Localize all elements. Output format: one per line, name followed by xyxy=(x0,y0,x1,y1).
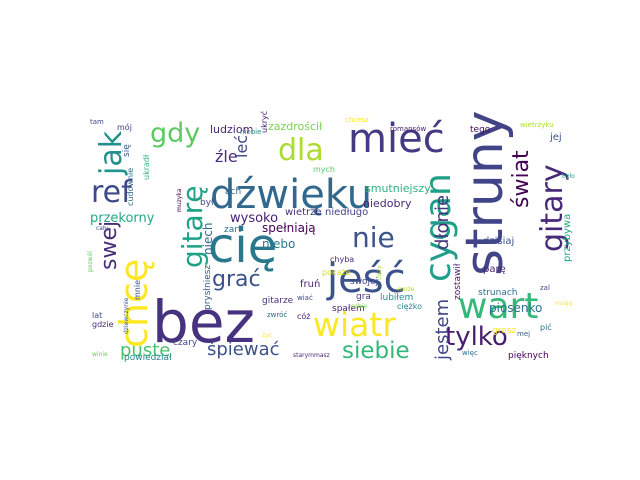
cloud-word: tam xyxy=(90,118,104,126)
cloud-word: dziewczynie xyxy=(123,297,130,334)
cloud-word: wiać xyxy=(297,294,313,302)
cloud-word: mej xyxy=(517,330,530,338)
cloud-word: dłonie xyxy=(432,195,453,250)
cloud-word: muzyka xyxy=(176,188,183,212)
cloud-word: tylko xyxy=(445,322,508,352)
cloud-word: prysłniesz xyxy=(203,265,213,310)
cloud-word: gra xyxy=(356,292,371,302)
cloud-word: jak xyxy=(94,130,129,176)
cloud-word: strunach xyxy=(478,288,518,298)
cloud-word: ukradł xyxy=(142,154,151,180)
cloud-word: wietrzyku xyxy=(520,121,554,129)
cloud-word: struny xyxy=(455,110,515,276)
cloud-word: masz xyxy=(314,352,330,359)
cloud-word: wietrze xyxy=(285,207,322,218)
cloud-word: ukryć xyxy=(259,111,269,133)
cloud-word: spałem xyxy=(332,304,365,314)
cloud-word: dla xyxy=(278,133,324,168)
cloud-word: niebie xyxy=(240,128,261,136)
cloud-word: grać xyxy=(212,267,261,292)
cloud-word: cię xyxy=(208,218,277,274)
cloud-word: ludziom xyxy=(210,123,253,136)
cloud-word: spełniają xyxy=(262,221,316,235)
cloud-word: romansów xyxy=(390,125,426,133)
cloud-word: winie xyxy=(92,351,108,358)
cloud-word: śpiewać xyxy=(207,339,280,360)
cloud-word: mój xyxy=(117,122,132,132)
cloud-word: gitarę xyxy=(176,186,209,268)
cloud-word: niebo xyxy=(262,237,295,251)
cloud-word: gitary xyxy=(535,164,570,252)
cloud-word: może xyxy=(398,286,415,293)
cloud-word: źle xyxy=(215,147,238,166)
cloud-word: pozwól xyxy=(87,251,94,272)
cloud-word: gdy xyxy=(150,118,200,149)
cloud-word: chcę xyxy=(112,259,156,348)
cloud-word: gdzie xyxy=(92,320,114,329)
cloud-word: swej xyxy=(97,221,122,270)
cloud-word: przybywa xyxy=(562,214,573,262)
cloud-word: grosz xyxy=(492,326,516,336)
cloud-word: cudownie xyxy=(126,168,135,206)
cloud-word: sobie xyxy=(351,303,367,310)
cloud-word: cóż xyxy=(297,311,311,321)
cloud-word: się xyxy=(122,144,132,157)
cloud-word: niech xyxy=(201,222,215,255)
cloud-word: bez xyxy=(152,288,255,356)
cloud-word: nie xyxy=(352,221,395,254)
cloud-word: zwróć xyxy=(267,311,287,319)
cloud-word: życ xyxy=(262,332,272,339)
cloud-word: ciężko xyxy=(397,302,422,311)
cloud-word: jestem xyxy=(432,299,453,361)
cloud-word: zart xyxy=(224,225,242,235)
cloud-word: jej xyxy=(549,132,562,143)
cloud-word: lubiłem xyxy=(380,293,413,303)
cloud-word: powiedział xyxy=(124,353,172,363)
cloud-word: przekorny xyxy=(90,211,155,226)
cloud-word: pić xyxy=(540,322,552,332)
cloud-word: chcesz xyxy=(345,116,369,124)
cloud-word: zal xyxy=(540,284,550,292)
cloud-word: ref xyxy=(91,175,133,210)
cloud-word: fruń xyxy=(300,278,320,290)
cloud-word: wysoko xyxy=(230,211,278,226)
cloud-word: tego xyxy=(470,125,491,135)
cloud-word: dzisiaj xyxy=(483,236,514,247)
cloud-word: ciszy xyxy=(376,265,383,280)
cloud-word: mych xyxy=(313,165,335,174)
cloud-word: swojej xyxy=(350,277,378,287)
cloud-word: starym xyxy=(293,352,314,359)
cloud-word: pokaże xyxy=(322,268,351,277)
cloud-word: czary xyxy=(173,338,198,348)
cloud-word: świat xyxy=(509,150,534,208)
cloud-word: chyba xyxy=(330,255,354,264)
cloud-word: niedługo xyxy=(325,207,368,218)
cloud-word: lat xyxy=(92,311,102,320)
cloud-word: piosenko xyxy=(489,301,542,315)
cloud-word: zazdrościł xyxy=(268,120,323,133)
cloud-word: było xyxy=(562,173,575,180)
cloud-word: leć xyxy=(232,135,251,158)
cloud-word: więc xyxy=(462,349,478,357)
cloud-word: mogą xyxy=(555,300,572,307)
cloud-word: był xyxy=(200,198,214,208)
cloud-word: cygan xyxy=(418,173,459,282)
cloud-word: parę xyxy=(483,264,506,275)
cloud-word: zostawił xyxy=(453,263,463,300)
cloud-word: mieć xyxy=(348,116,445,162)
cloud-word: wart xyxy=(458,286,538,327)
cloud-word: siebie xyxy=(342,338,410,364)
cloud-word: mnie xyxy=(133,280,142,300)
cloud-word: smutniejszy xyxy=(365,182,431,195)
cloud-word: gitarze xyxy=(262,296,294,306)
cloud-word: pięknych xyxy=(508,351,549,361)
cloud-word: puste xyxy=(120,340,170,361)
cloud-word: ach xyxy=(225,187,241,197)
cloud-word: niedobry xyxy=(363,197,412,210)
cloud-word: cały xyxy=(96,225,109,232)
cloud-word: dźwięku xyxy=(210,172,372,218)
cloud-word: wiatr xyxy=(313,305,396,344)
cloud-word: jeść xyxy=(326,256,406,302)
